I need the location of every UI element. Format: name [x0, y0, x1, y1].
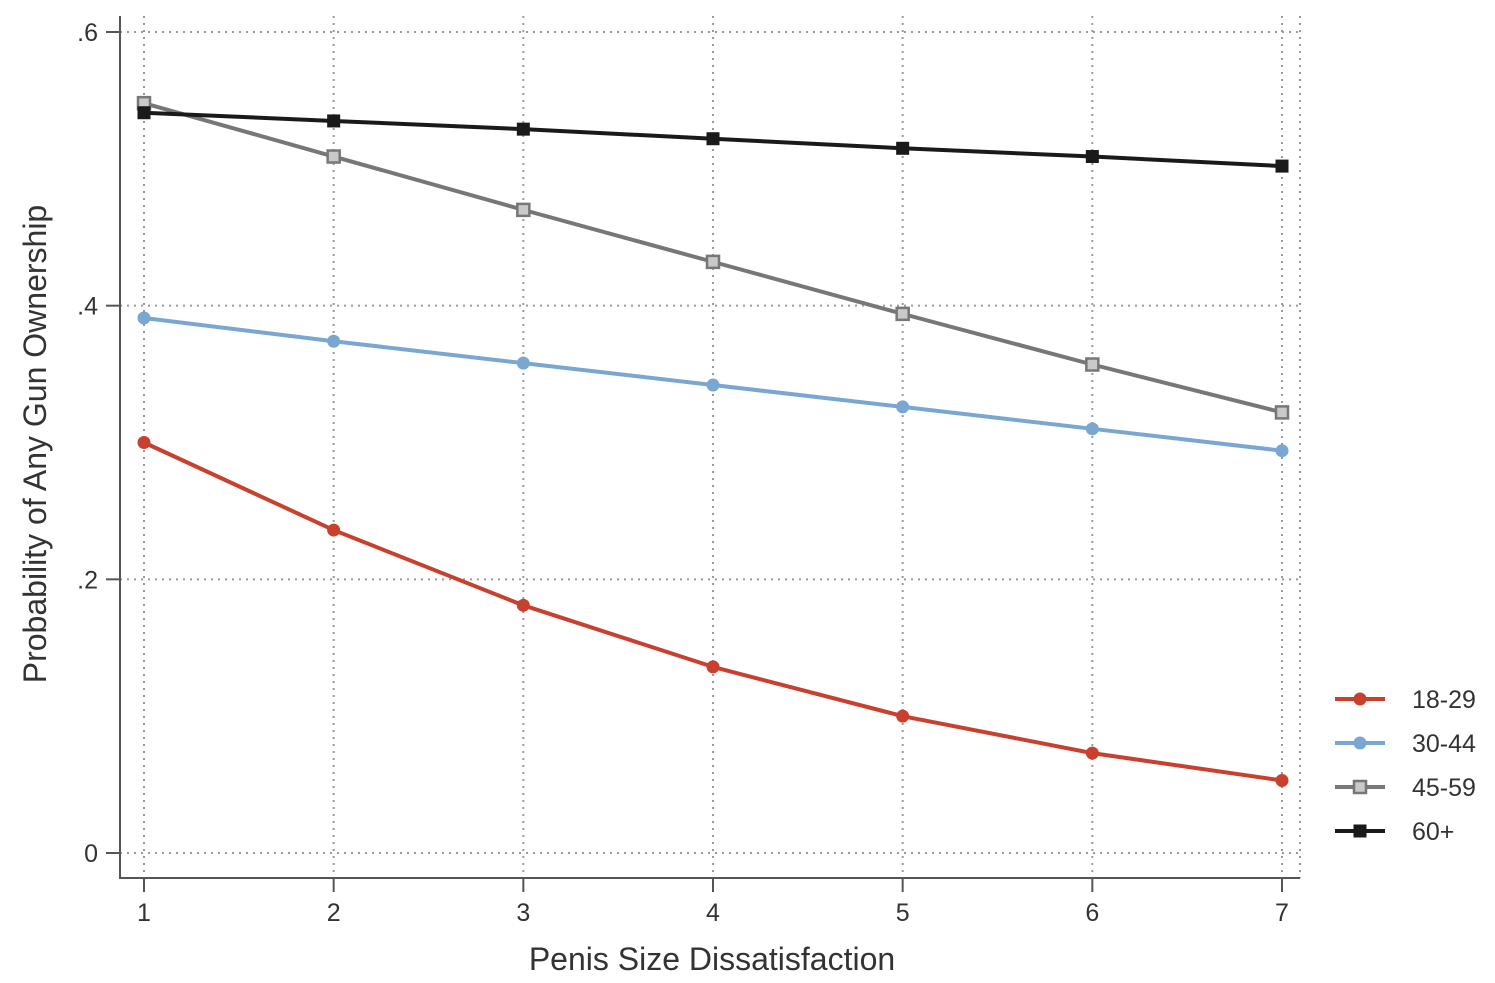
series-group [136, 95, 1290, 787]
legend-item-18-29: 18-29 [1335, 686, 1476, 714]
legend-swatch-marker [1353, 736, 1367, 750]
data-point-60plus [896, 141, 910, 155]
x-tick-label: 6 [1085, 899, 1099, 927]
data-point-18-29 [1275, 773, 1289, 787]
data-point-45-59 [895, 306, 910, 322]
data-point-45-59 [1085, 357, 1100, 372]
x-tick-label: 1 [137, 899, 151, 927]
data-point-18-29 [1085, 746, 1099, 760]
x-axis-title: Penis Size Dissatisfaction [529, 941, 895, 977]
data-point-30-44 [327, 334, 341, 348]
legend-label: 45-59 [1412, 774, 1476, 802]
data-point-60plus [706, 132, 720, 146]
data-point-30-44 [137, 311, 151, 325]
x-tick-label: 4 [706, 899, 720, 927]
data-point-18-29 [137, 436, 151, 449]
data-point-45-59 [516, 202, 531, 218]
legend-label: 60+ [1412, 818, 1454, 846]
series-18-29 [137, 436, 1289, 787]
y-tick-label: 0 [84, 840, 98, 868]
x-tick-label: 5 [896, 899, 910, 927]
data-point-18-29 [896, 709, 910, 723]
x-tick-label: 2 [327, 899, 341, 927]
y-tick-label: .4 [77, 293, 98, 321]
legend-label: 30-44 [1412, 730, 1476, 758]
data-point-18-29 [327, 523, 341, 537]
data-point-18-29 [706, 660, 720, 674]
y-tick-label: .6 [77, 19, 98, 47]
data-point-45-59 [1274, 405, 1290, 420]
grid [120, 16, 1301, 878]
series-45-59 [136, 95, 1290, 420]
legend: 18-29 30-44 45-59 60+ [1335, 686, 1476, 846]
data-point-30-44 [1085, 422, 1099, 436]
y-tick-label: .2 [77, 566, 98, 594]
axes: 0 .2 .4 .6 1 2 3 4 5 6 7 [77, 16, 1300, 927]
series-60plus [137, 106, 1289, 173]
legend-item-60plus: 60+ [1335, 818, 1454, 846]
data-point-60plus [516, 122, 530, 136]
legend-item-30-44: 30-44 [1335, 730, 1476, 758]
data-point-45-59 [705, 254, 721, 270]
x-tick-label: 7 [1275, 899, 1289, 927]
legend-item-45-59: 45-59 [1335, 774, 1476, 802]
legend-swatch-marker [1352, 779, 1368, 795]
data-point-30-44 [1275, 444, 1289, 458]
data-point-60plus [137, 106, 151, 120]
legend-label: 18-29 [1412, 686, 1476, 714]
data-point-30-44 [516, 356, 530, 370]
data-point-30-44 [706, 378, 720, 392]
y-axis-title: Probability of Any Gun Ownership [17, 205, 53, 683]
legend-swatch-marker [1353, 692, 1367, 706]
data-point-45-59 [326, 149, 341, 164]
data-point-30-44 [896, 400, 910, 414]
data-point-60plus [327, 114, 341, 128]
series-30-44 [137, 311, 1289, 458]
x-tick-label: 3 [516, 899, 530, 927]
data-point-18-29 [516, 598, 530, 612]
legend-swatch-marker [1353, 824, 1367, 838]
data-point-60plus [1085, 150, 1099, 164]
data-point-60plus [1275, 159, 1289, 173]
